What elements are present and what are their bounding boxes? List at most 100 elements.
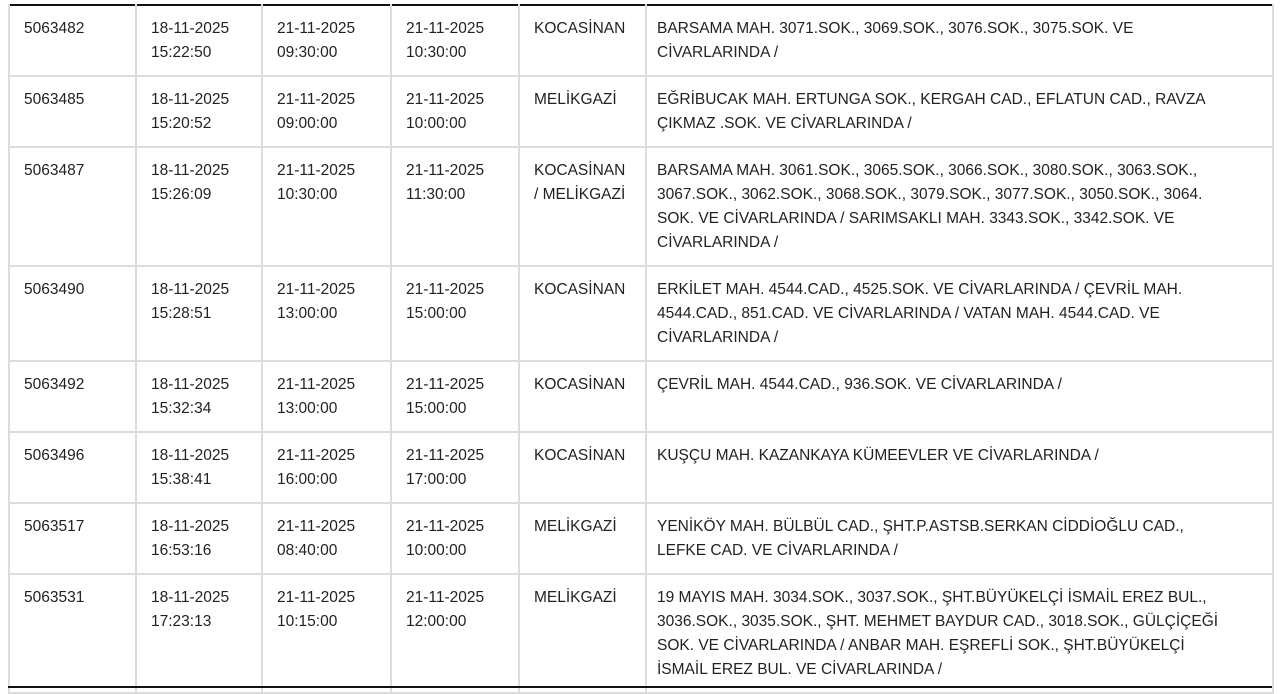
created-time-cell: 18-11-2025 15:38:41 [135, 431, 263, 504]
start-time-line: 21-11-2025 [277, 281, 356, 298]
created-time-line: 18-11-2025 [151, 447, 230, 464]
outage-id-cell: 5063496 [8, 431, 137, 504]
address-line: 19 MAYIS MAH. 3034.SOK., 3037.SOK., ŞHT.… [657, 589, 1207, 606]
end-time-line: 21-11-2025 [406, 518, 485, 535]
address-line: CİVARLARINDA / [657, 329, 779, 346]
table-row: 5063496 18-11-2025 15:38:41 21-11-2025 16:00… [8, 431, 1274, 504]
end-time-cell: 21-11-2025 15:00:00 [390, 265, 520, 362]
outage-id-cell: 5063531 [8, 573, 137, 694]
district-line: KOCASİNAN [534, 281, 626, 298]
table-row: 5063492 18-11-2025 15:32:34 21-11-2025 13:00… [8, 360, 1274, 433]
district-line: KOCASİNAN [534, 376, 626, 393]
created-time-line: 18-11-2025 [151, 281, 230, 298]
end-time-line: 11:30:00 [406, 186, 466, 203]
address-line: İSMAİL EREZ BUL. VE CİVARLARINDA / [657, 661, 943, 678]
start-time-line: 21-11-2025 [277, 162, 356, 179]
end-time-line: 10:30:00 [406, 44, 467, 61]
address-line: ÇEVRİL MAH. 4544.CAD., 936.SOK. VE CİVAR… [657, 376, 1062, 393]
address-cell: BARSAMA MAH. 3061.SOK., 3065.SOK., 3066.… [645, 146, 1274, 267]
table-row: 5063531 18-11-2025 17:23:13 21-11-2025 10:15… [8, 573, 1274, 694]
outage-id-cell: 5063487 [8, 146, 137, 267]
start-time-line: 13:00:00 [277, 305, 338, 322]
address-line: 3067.SOK., 3062.SOK., 3068.SOK., 3079.SO… [657, 186, 1203, 203]
start-time-cell: 21-11-2025 09:30:00 [261, 4, 392, 77]
end-time-line: 10:00:00 [406, 115, 467, 132]
address-line: 3036.SOK., 3035.SOK., ŞHT. MEHMET BAYDUR… [657, 613, 1219, 630]
address-line: BARSAMA MAH. 3061.SOK., 3065.SOK., 3066.… [657, 162, 1198, 179]
end-time-cell: 21-11-2025 10:30:00 [390, 4, 520, 77]
address-cell: 19 MAYIS MAH. 3034.SOK., 3037.SOK., ŞHT.… [645, 573, 1274, 694]
start-time-line: 10:30:00 [277, 186, 338, 203]
table-row: 5063482 18-11-2025 15:22:50 21-11-2025 09:30… [8, 4, 1274, 77]
start-time-line: 08:40:00 [277, 542, 338, 559]
district-line: KOCASİNAN [534, 162, 626, 179]
end-time-cell: 21-11-2025 10:00:00 [390, 75, 520, 148]
start-time-cell: 21-11-2025 09:00:00 [261, 75, 392, 148]
district-cell: KOCASİNAN [518, 360, 647, 433]
end-time-cell: 21-11-2025 12:00:00 [390, 573, 520, 694]
created-time-line: 15:28:51 [151, 305, 212, 322]
table-row: 5063487 18-11-2025 15:26:09 21-11-2025 10:30… [8, 146, 1274, 267]
outage-id-cell: 5063492 [8, 360, 137, 433]
district-line: MELİKGAZİ [534, 589, 617, 606]
created-time-line: 18-11-2025 [151, 589, 230, 606]
end-time-line: 10:00:00 [406, 542, 467, 559]
created-time-line: 17:23:13 [151, 613, 212, 630]
start-time-cell: 21-11-2025 13:00:00 [261, 360, 392, 433]
end-time-line: 17:00:00 [406, 471, 467, 488]
start-time-cell: 21-11-2025 13:00:00 [261, 265, 392, 362]
end-time-cell: 21-11-2025 10:00:00 [390, 502, 520, 575]
address-cell: ERKİLET MAH. 4544.CAD., 4525.SOK. VE CİV… [645, 265, 1274, 362]
outage-table-body: 5063482 18-11-2025 15:22:50 21-11-2025 09:30… [8, 4, 1274, 694]
outage-id-cell: 5063490 [8, 265, 137, 362]
address-line: LEFKE CAD. VE CİVARLARINDA / [657, 542, 898, 559]
created-time-cell: 18-11-2025 15:28:51 [135, 265, 263, 362]
outage-id-cell: 5063485 [8, 75, 137, 148]
start-time-line: 21-11-2025 [277, 91, 356, 108]
outage-id-cell: 5063482 [8, 4, 137, 77]
end-time-line: 21-11-2025 [406, 91, 485, 108]
end-time-line: 21-11-2025 [406, 589, 485, 606]
created-time-line: 18-11-2025 [151, 91, 230, 108]
end-time-cell: 21-11-2025 11:30:00 [390, 146, 520, 267]
district-cell: KOCASİNAN [518, 4, 647, 77]
end-time-line: 21-11-2025 [406, 20, 485, 37]
district-cell: MELİKGAZİ [518, 75, 647, 148]
created-time-line: 15:38:41 [151, 471, 212, 488]
created-time-line: 15:32:34 [151, 400, 212, 417]
end-time-line: 21-11-2025 [406, 447, 485, 464]
created-time-cell: 18-11-2025 15:26:09 [135, 146, 263, 267]
created-time-line: 18-11-2025 [151, 376, 230, 393]
table-row: 5063517 18-11-2025 16:53:16 21-11-2025 08:40… [8, 502, 1274, 575]
table-row: 5063485 18-11-2025 15:20:52 21-11-2025 09:00… [8, 75, 1274, 148]
district-line: KOCASİNAN [534, 20, 626, 37]
table-row: 5063490 18-11-2025 15:28:51 21-11-2025 13:00… [8, 265, 1274, 362]
created-time-line: 18-11-2025 [151, 20, 230, 37]
address-line: SOK. VE CİVARLARINDA / ANBAR MAH. EŞREFL… [657, 637, 1185, 654]
created-time-cell: 18-11-2025 17:23:13 [135, 573, 263, 694]
address-line: 4544.CAD., 851.CAD. VE CİVARLARINDA / VA… [657, 305, 1160, 322]
start-time-line: 09:00:00 [277, 115, 338, 132]
start-time-line: 21-11-2025 [277, 376, 356, 393]
address-cell: ÇEVRİL MAH. 4544.CAD., 936.SOK. VE CİVAR… [645, 360, 1274, 433]
start-time-cell: 21-11-2025 16:00:00 [261, 431, 392, 504]
created-time-line: 15:20:52 [151, 115, 212, 132]
district-cell: KOCASİNAN [518, 431, 647, 504]
created-time-cell: 18-11-2025 15:20:52 [135, 75, 263, 148]
address-line: KUŞÇU MAH. KAZANKAYA KÜMEEVLER VE CİVARL… [657, 447, 1099, 464]
district-line: / MELİKGAZİ [534, 186, 626, 203]
address-cell: BARSAMA MAH. 3071.SOK., 3069.SOK., 3076.… [645, 4, 1274, 77]
end-time-cell: 21-11-2025 15:00:00 [390, 360, 520, 433]
start-time-line: 09:30:00 [277, 44, 338, 61]
district-cell: KOCASİNAN [518, 265, 647, 362]
address-line: YENİKÖY MAH. BÜLBÜL CAD., ŞHT.P.ASTSB.SE… [657, 518, 1184, 535]
district-line: KOCASİNAN [534, 447, 626, 464]
start-time-line: 21-11-2025 [277, 447, 356, 464]
address-line: BARSAMA MAH. 3071.SOK., 3069.SOK., 3076.… [657, 20, 1134, 37]
created-time-line: 18-11-2025 [151, 162, 230, 179]
address-line: EĞRİBUCAK MAH. ERTUNGA SOK., KERGAH CAD.… [657, 91, 1206, 108]
district-cell: MELİKGAZİ [518, 502, 647, 575]
start-time-cell: 21-11-2025 08:40:00 [261, 502, 392, 575]
district-cell: MELİKGAZİ [518, 573, 647, 694]
end-time-line: 15:00:00 [406, 400, 467, 417]
